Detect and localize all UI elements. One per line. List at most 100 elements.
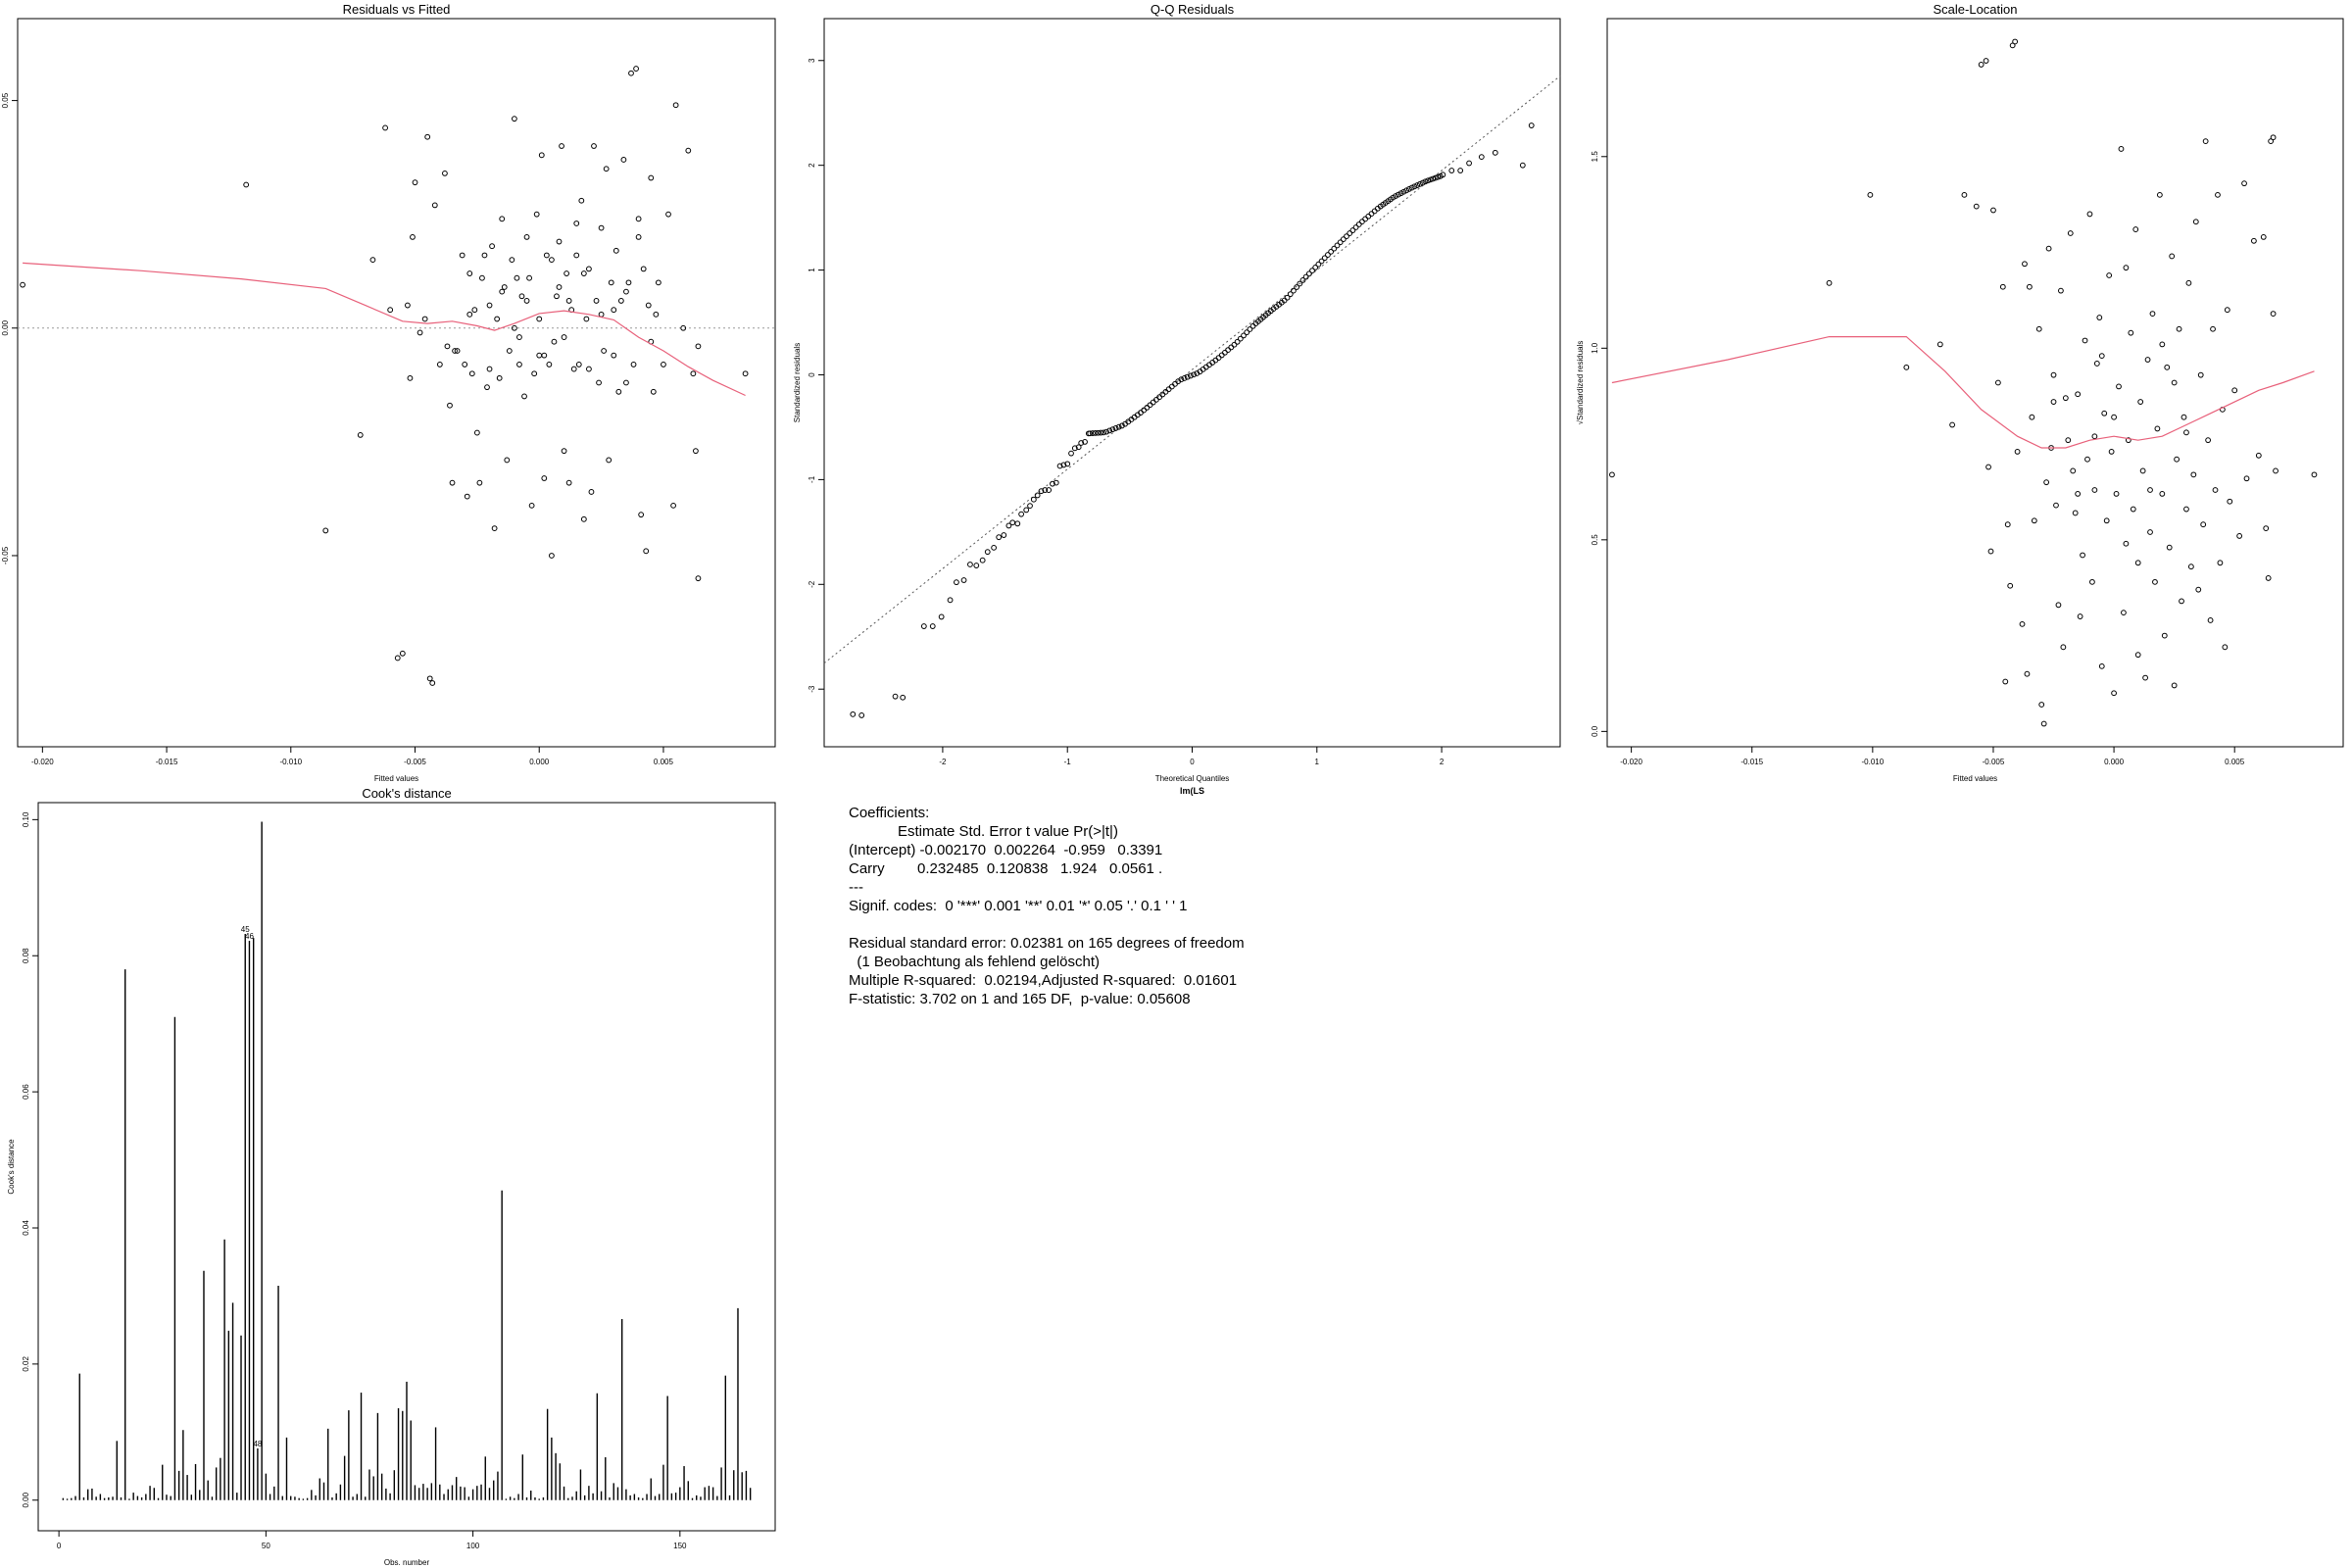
qq-point [892,693,899,700]
residual-point [620,157,627,163]
scale-location-point [2250,237,2257,244]
scale-location-point [2125,437,2132,444]
scale-location-point [2055,602,2062,609]
y-tick-label: 2 [808,163,816,168]
summary-line: Residual standard error: 0.02381 on 165 … [849,935,1245,952]
residual-point [608,279,614,286]
residual-point [387,307,394,314]
x-tick-label: 0.005 [654,758,674,766]
y-axis-label: √Standardized residuals [1576,341,1585,425]
scale-location-point [2045,245,2052,252]
residual-point [322,527,329,534]
residual-point [20,281,25,288]
residual-point [655,279,662,286]
residual-point [635,216,642,222]
scale-location-point [2065,437,2072,444]
qq-point [947,597,954,604]
scale-location-point [2142,674,2148,681]
qq-point [1231,341,1238,348]
qq-point [1188,372,1194,379]
plot-subtitle: lm(LS [1180,786,1204,796]
scale-location-point [2273,467,2278,474]
residual-point [586,266,592,272]
x-tick-label: 1 [1315,758,1320,766]
residual-point [399,650,406,657]
scale-location-point [2270,311,2277,318]
residual-point [369,257,376,264]
residual-point [521,393,527,400]
summary-line: F-statistic: 3.702 on 1 and 165 DF, p-va… [849,991,1191,1007]
qq-point [1371,208,1378,215]
x-tick-label: -0.020 [1620,758,1642,766]
scale-location-point [2154,425,2161,432]
residual-point [565,479,572,486]
scale-location-point [2183,429,2189,436]
scale-location-point [2270,134,2277,141]
residual-point [516,334,522,340]
scale-location-point [2098,662,2105,669]
scale-location-point [1987,548,1994,555]
qq-point [1287,291,1294,298]
y-tick-label: 1 [808,268,816,272]
summary-line: (1 Beobachtung als fehlend gelöscht) [849,954,1101,970]
y-tick-label: 0.0 [1591,725,1599,737]
scale-location-point [2022,261,2028,268]
y-tick-label: 0.05 [1,92,10,108]
residual-point [593,298,600,304]
qq-point [1109,426,1116,433]
residual-point [426,675,433,682]
qq-point [1050,480,1055,487]
residual-point [583,316,590,322]
scale-location-point [2192,219,2199,225]
residual-point [561,334,567,340]
residual-point [424,133,431,140]
qq-point [1053,479,1059,486]
qq-point [1411,183,1418,190]
residual-point [623,379,629,386]
qq-point [1321,255,1328,262]
scale-location-point [2038,702,2045,708]
residual-point [462,362,468,368]
residual-point [526,274,532,281]
scale-location-point [2217,560,2224,566]
residual-point [603,166,610,172]
qq-point [1078,440,1085,446]
qq-point [1071,445,1078,452]
residual-point [528,502,535,509]
scale-location-point [2241,180,2247,187]
qq-point [973,563,980,568]
qq-point [1528,122,1535,128]
x-tick-label: 150 [673,1542,687,1550]
residual-point [551,338,558,345]
residual-point [541,352,548,359]
residual-point [670,502,676,509]
scale-location-point [2132,226,2139,232]
scale-location-point [2243,475,2250,482]
observation-label: 48 [253,1440,262,1448]
y-tick-label: -1 [808,475,816,483]
scale-location-point [2002,678,2009,685]
residual-point [615,388,622,395]
qq-point [1228,344,1235,351]
qq-point [1030,496,1037,503]
scale-location-point [2137,399,2144,405]
qq-point [1337,239,1344,246]
summary-line: (Intercept) -0.002170 0.002264 -0.959 0.… [849,842,1163,858]
qq-point [1237,335,1244,342]
residual-point [452,348,458,354]
summary-line: Signif. codes: 0 '***' 0.001 '**' 0.01 '… [849,898,1188,914]
plot-frame [1606,18,2344,748]
qq-reference-line [823,75,1561,664]
residual-point [601,348,608,354]
qq-point [1098,429,1104,436]
qq-point [1422,178,1429,185]
qq-point [1095,429,1102,436]
scale-location-point [2123,540,2130,547]
scale-location-point [2012,38,2019,45]
residual-point [556,284,563,290]
residual-point [405,302,411,309]
residual-point [523,298,530,304]
residual-point [638,512,645,518]
scale-location-point [2086,211,2093,218]
qq-point [858,712,865,718]
